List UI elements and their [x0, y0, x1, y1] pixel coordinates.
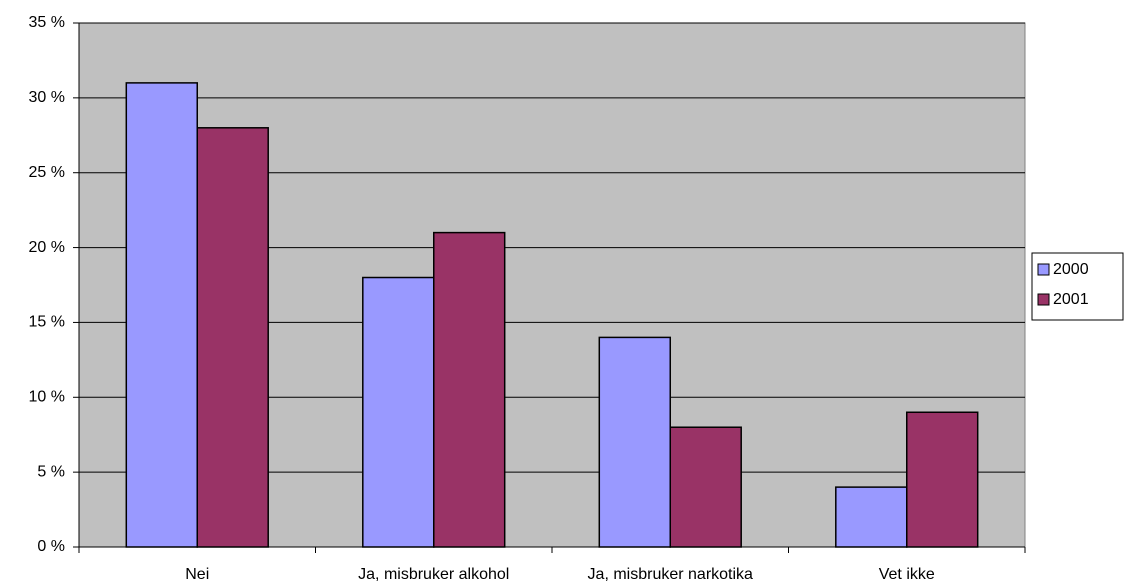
- y-tick-label: 30 %: [29, 89, 65, 106]
- bar: [196, 127, 269, 548]
- y-tick-label: 5 %: [37, 463, 65, 480]
- legend-swatch: [1037, 293, 1050, 306]
- x-tick-label: Ja, misbruker alkohol: [358, 566, 509, 583]
- bar: [835, 486, 908, 548]
- bar: [598, 336, 671, 548]
- y-tick-label: 10 %: [29, 389, 65, 406]
- bar: [362, 276, 435, 548]
- bar: [669, 426, 742, 548]
- legend-label: 2000: [1053, 261, 1089, 278]
- y-tick-label: 25 %: [29, 164, 65, 181]
- y-tick-label: 15 %: [29, 314, 65, 331]
- y-tick-label: 20 %: [29, 239, 65, 256]
- y-tick-label: 0 %: [37, 538, 65, 555]
- x-tick-label: Vet ikke: [879, 566, 935, 583]
- legend-swatch: [1037, 263, 1050, 276]
- bar: [906, 411, 979, 548]
- x-tick-label: Nei: [185, 566, 209, 583]
- y-tick-label: 35 %: [29, 14, 65, 31]
- bar: [433, 231, 506, 548]
- bar: [125, 82, 198, 548]
- legend-label: 2001: [1053, 291, 1089, 308]
- x-tick-label: Ja, misbruker narkotika: [588, 566, 753, 583]
